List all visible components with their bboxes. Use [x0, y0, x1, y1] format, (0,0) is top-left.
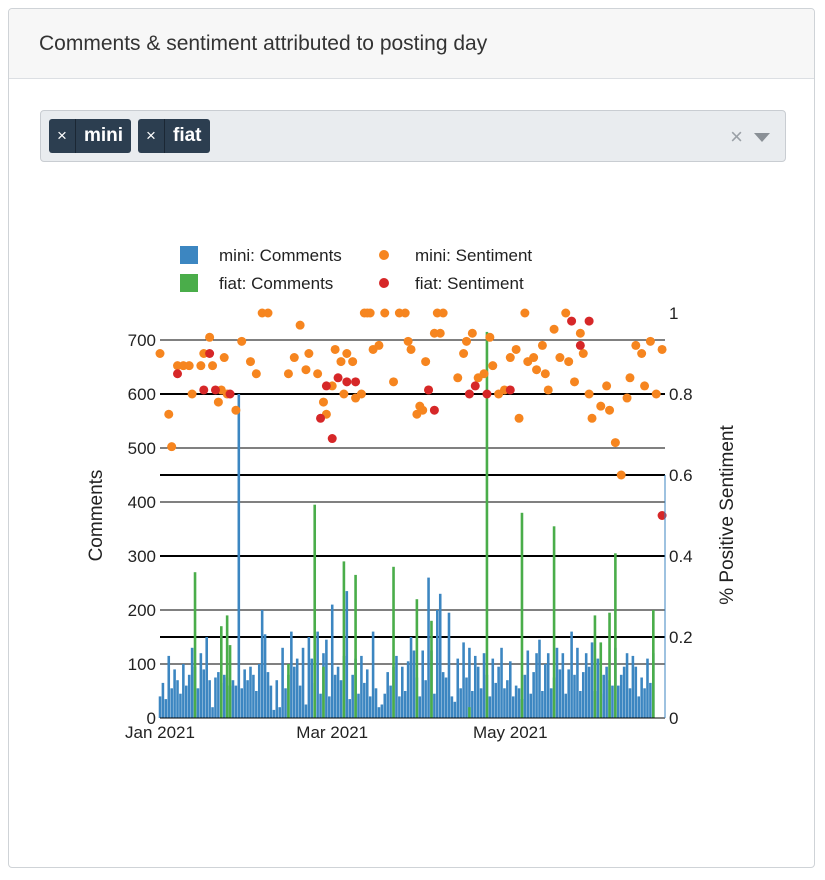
- clear-all-icon[interactable]: ×: [730, 124, 743, 149]
- tag-label-mini: mini: [83, 125, 123, 146]
- remove-mini-icon[interactable]: ×: [49, 119, 76, 153]
- model-multiselect[interactable]: × mini × fiat ×: [40, 110, 786, 162]
- dropdown-caret-icon[interactable]: [754, 133, 770, 142]
- tag-mini: × mini: [49, 119, 131, 153]
- tag-label-fiat: fiat: [173, 125, 202, 146]
- chart-card: Comments & sentiment attributed to posti…: [8, 8, 815, 868]
- tag-fiat: × fiat: [138, 119, 210, 153]
- remove-fiat-icon[interactable]: ×: [138, 119, 165, 153]
- card-title: Comments & sentiment attributed to posti…: [39, 31, 488, 55]
- card-header: Comments & sentiment attributed to posti…: [9, 9, 814, 79]
